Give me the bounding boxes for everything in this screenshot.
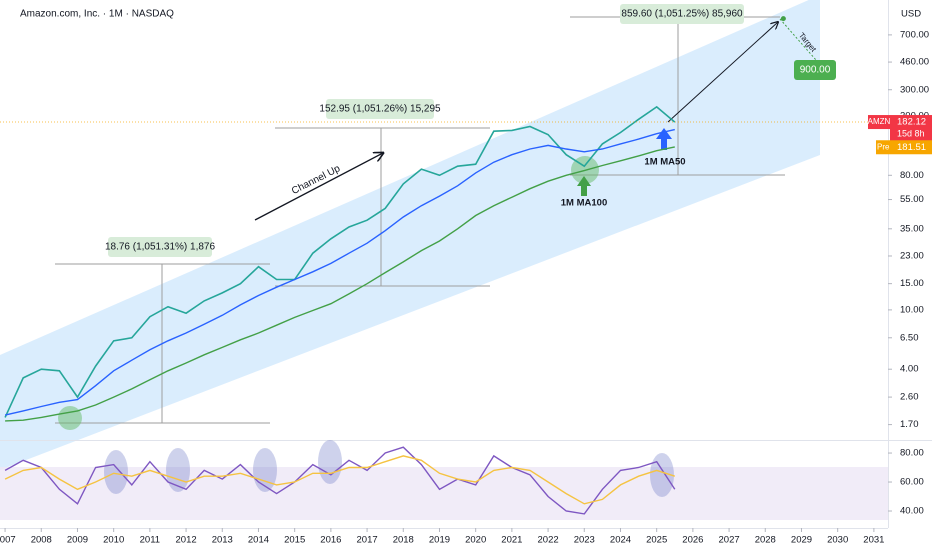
pre-tag-text: Pre — [877, 142, 890, 151]
pre-price-text: 181.51 — [897, 142, 926, 153]
y-tick-label: 15.00 — [900, 278, 924, 289]
measure-box — [620, 4, 744, 24]
pre-tag — [876, 140, 890, 155]
pre-price-tag — [890, 140, 932, 155]
y-tick-label: 35.00 — [900, 223, 924, 234]
price-tag — [890, 115, 932, 142]
ma-label: 1M MA100 — [561, 198, 607, 209]
x-tick-label: 2012 — [176, 535, 197, 546]
target-arrow — [667, 22, 778, 123]
measure-box — [326, 99, 434, 119]
x-tick-label: 2008 — [31, 535, 52, 546]
y-tick-label: 10.00 — [900, 304, 924, 315]
x-tick-label: 2028 — [755, 535, 776, 546]
y-tick-label: 80.00 — [900, 448, 924, 459]
y-tick-label: 80.00 — [900, 170, 924, 181]
measure-box — [108, 237, 212, 257]
ma100-arrow — [577, 176, 591, 196]
y-tick-label: 300.00 — [900, 84, 929, 95]
channel-arrow — [254, 153, 383, 221]
x-tick-label: 2025 — [646, 535, 667, 546]
y-tick-label: 60.00 — [900, 477, 924, 488]
x-tick-label: 2007 — [0, 535, 16, 546]
target-label: 900.00 — [800, 65, 831, 76]
x-tick-label: 2016 — [320, 535, 341, 546]
countdown-text: 15d 8h — [897, 128, 925, 138]
symbol-title: Amazon.com, Inc. · 1M · NASDAQ — [20, 9, 174, 20]
x-tick-label: 2015 — [284, 535, 305, 546]
y-tick-label: 40.00 — [900, 506, 924, 517]
target-line — [779, 18, 817, 61]
annotation: 859.60 (1,051.25%) 85,960 — [621, 9, 743, 20]
x-tick-label: 2022 — [538, 535, 559, 546]
x-tick-label: 2009 — [67, 535, 88, 546]
symbol-tag — [868, 115, 890, 130]
x-tick-label: 2024 — [610, 535, 631, 546]
x-tick-label: 2010 — [103, 535, 124, 546]
y-tick-label: 23.00 — [900, 250, 924, 261]
y-tick-label: 55.00 — [900, 194, 924, 205]
series-line — [4, 105, 676, 418]
x-tick-label: 2019 — [429, 535, 450, 546]
rsi-band — [0, 467, 888, 520]
ma-label: 1M MA50 — [644, 157, 685, 168]
x-tick-label: 2018 — [393, 535, 414, 546]
series-line — [4, 128, 675, 416]
highlight-circle — [58, 406, 82, 430]
y-tick-label: 1.70 — [900, 419, 919, 430]
series-line — [5, 146, 675, 422]
x-tick-label: 2017 — [357, 535, 378, 546]
x-tick-label: 2020 — [465, 535, 486, 546]
series-line — [4, 455, 676, 505]
y-tick-label: 700.00 — [900, 29, 929, 40]
y-tick-label: 460.00 — [900, 57, 929, 68]
x-tick-label: 2029 — [791, 535, 812, 546]
y-tick-label: 4.00 — [900, 364, 919, 375]
target-point — [780, 16, 786, 22]
x-tick-label: 2030 — [827, 535, 848, 546]
x-tick-label: 2031 — [863, 535, 884, 546]
x-tick-label: 2027 — [719, 535, 740, 546]
currency: USD — [901, 9, 921, 20]
y-tick-label: 6.50 — [900, 332, 919, 343]
channel — [0, 0, 820, 470]
x-tick-label: 2011 — [140, 535, 160, 546]
x-tick-label: 2021 — [501, 535, 522, 546]
annotation: 18.76 (1,051.31%) 1,876 — [105, 242, 216, 253]
price-tag-text: 182.12 — [897, 117, 926, 128]
annotation: 152.95 (1,051.26%) 15,295 — [319, 104, 441, 115]
target-box — [794, 60, 836, 80]
series-line — [4, 446, 676, 515]
symbol-tag-text: AMZN — [868, 117, 891, 126]
x-tick-label: 2023 — [574, 535, 595, 546]
y-tick-label: 2.60 — [900, 392, 919, 403]
x-tick-label: 2026 — [682, 535, 703, 546]
x-tick-label: 2014 — [248, 535, 269, 546]
x-tick-label: 2013 — [212, 535, 233, 546]
